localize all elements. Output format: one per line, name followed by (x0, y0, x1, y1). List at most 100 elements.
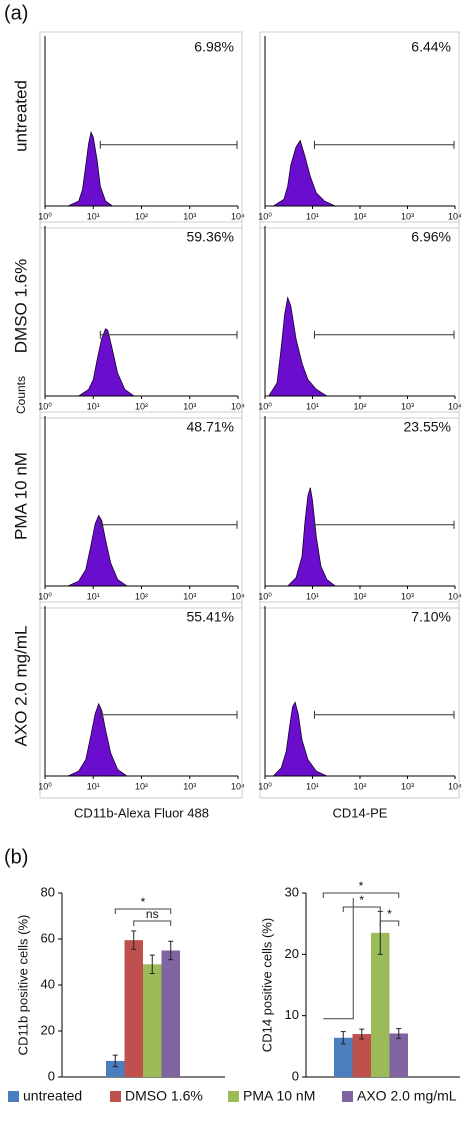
x-tick-label: 10¹ (87, 591, 100, 601)
y-tick-label: 60 (41, 930, 55, 945)
x-tick-label: 10² (353, 591, 366, 601)
x-tick-label: 10⁰ (38, 781, 52, 791)
sig-bracket (322, 892, 400, 898)
x-tick-label: 10¹ (87, 211, 100, 221)
histogram (77, 328, 136, 397)
panel-frame (39, 411, 243, 609)
x-tick-label: 10² (135, 781, 148, 791)
percent-label: 6.98% (194, 39, 234, 55)
x-tick-label: 10⁴ (448, 591, 462, 601)
x-tick-label: 10⁴ (231, 781, 245, 791)
panel-label: (a) (4, 2, 28, 24)
y-tick-label: 0 (292, 1068, 299, 1083)
percent-label: 23.55% (404, 419, 451, 435)
histogram (67, 130, 114, 207)
x-tick-label: 10⁴ (448, 211, 462, 221)
x-tick-label: 10² (135, 401, 148, 411)
legend-swatch (228, 1091, 239, 1102)
x-tick-label: 10⁰ (258, 781, 272, 791)
y-tick-label: 10 (285, 1007, 299, 1022)
y-tick-label: 20 (41, 1022, 55, 1037)
x-tick-label: 10¹ (87, 401, 100, 411)
x-tick-label: 10⁰ (258, 401, 272, 411)
y-tick-label: 40 (41, 976, 55, 991)
y-tick-label: 80 (41, 884, 55, 899)
panel-frame (39, 221, 243, 419)
histogram (67, 702, 129, 777)
percent-label: 59.36% (187, 229, 234, 245)
percent-label: 6.44% (411, 39, 451, 55)
x-tick-label: 10¹ (87, 781, 100, 791)
sig-bracket (379, 920, 400, 926)
legend-label: untreated (23, 1088, 82, 1104)
x-tick-label: 10² (353, 401, 366, 411)
x-tick-label: 10⁴ (448, 781, 462, 791)
x-tick-label: 10³ (183, 781, 196, 791)
x-axis-title: CD11b-Alexa Fluor 488 (74, 805, 209, 820)
y-tick-label: 20 (285, 946, 299, 961)
histogram (268, 296, 329, 397)
panel-label: (b) (4, 846, 28, 868)
x-tick-label: 10³ (183, 591, 196, 601)
bar (334, 1037, 353, 1077)
x-tick-label: 10³ (183, 211, 196, 221)
bar (106, 1060, 125, 1077)
y-tick-label: 0 (48, 1068, 55, 1083)
sig-bracket (342, 906, 381, 912)
sig-label: ns (146, 907, 159, 921)
y-tick-label: 30 (285, 884, 299, 899)
x-tick-label: 10² (135, 591, 148, 601)
x-tick-label: 10¹ (306, 211, 319, 221)
sig-bracket (114, 908, 172, 914)
bar (161, 950, 180, 1077)
panel-frame (259, 411, 460, 609)
legend-label: PMA 10 nM (243, 1088, 315, 1104)
bar (389, 1033, 408, 1077)
histogram (272, 139, 336, 207)
x-tick-label: 10⁴ (231, 401, 245, 411)
x-tick-label: 10² (353, 781, 366, 791)
percent-label: 6.96% (411, 229, 451, 245)
row-label: PMA 10 nM (11, 452, 30, 540)
counts-label: Counts (14, 376, 28, 414)
panel-frame (259, 601, 460, 799)
bar (124, 940, 143, 1077)
sig-label: * (141, 895, 146, 909)
sig-label: * (359, 879, 364, 893)
x-tick-label: 10³ (401, 211, 414, 221)
x-tick-label: 10⁴ (448, 401, 462, 411)
histogram (286, 487, 337, 587)
sig-label: * (387, 907, 392, 921)
x-tick-label: 10⁰ (38, 401, 52, 411)
legend-swatch (8, 1091, 19, 1102)
x-tick-label: 10³ (401, 781, 414, 791)
row-label: AXO 2.0 mg/mL (11, 626, 30, 747)
row-label: DMSO 1.6% (11, 259, 30, 353)
row-label: untreated (11, 80, 30, 152)
histogram (67, 514, 129, 587)
x-tick-label: 10¹ (306, 591, 319, 601)
bar (143, 964, 162, 1077)
y-axis-title: CD11b positive cells (%) (15, 915, 30, 1056)
sig-label: * (359, 893, 364, 907)
sig-bracket (323, 898, 354, 1020)
x-tick-label: 10⁰ (258, 591, 272, 601)
legend-label: DMSO 1.6% (125, 1088, 203, 1104)
x-axis-title: CD14-PE (333, 805, 388, 820)
x-tick-label: 10⁰ (38, 211, 52, 221)
bar (371, 932, 390, 1077)
x-tick-label: 10³ (401, 401, 414, 411)
sig-bracket (133, 920, 172, 926)
x-tick-label: 10⁰ (38, 591, 52, 601)
panel-frame (259, 221, 460, 419)
legend-swatch (342, 1091, 353, 1102)
legend-swatch (110, 1091, 121, 1102)
x-tick-label: 10² (353, 211, 366, 221)
x-tick-label: 10³ (401, 591, 414, 601)
percent-label: 7.10% (411, 609, 451, 625)
x-tick-label: 10¹ (306, 401, 319, 411)
histogram (272, 701, 327, 777)
percent-label: 55.41% (187, 609, 234, 625)
legend-label: AXO 2.0 mg/mL (357, 1088, 457, 1104)
